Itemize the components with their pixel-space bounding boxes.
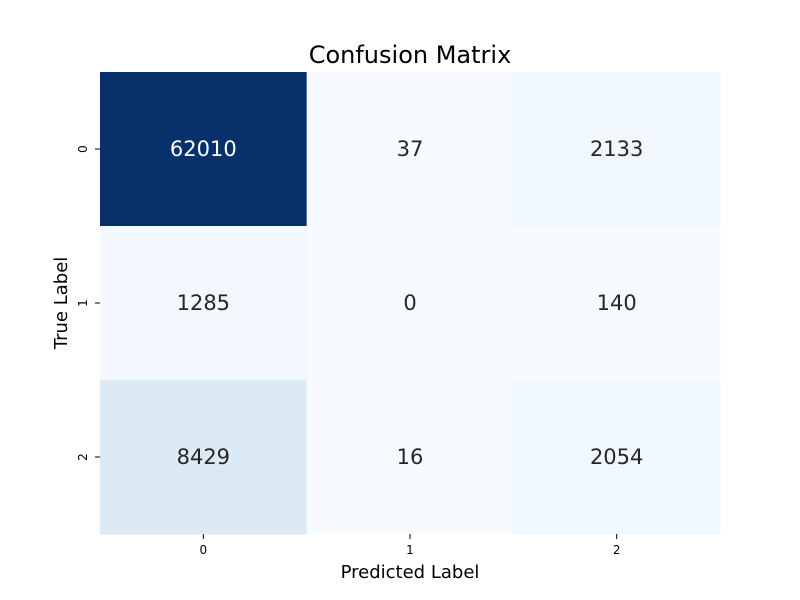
- cell-value-1-2: 140: [597, 291, 637, 315]
- cell-value-0-2: 2133: [590, 137, 643, 161]
- cell-value-2-2: 2054: [590, 445, 643, 469]
- heatmap-cell-1-1: [306, 226, 514, 381]
- heatmap-cell-2-2: [513, 380, 721, 535]
- x-tick-label-2: 2: [613, 543, 621, 557]
- cell-value-0-1: 37: [397, 137, 424, 161]
- x-axis-label: Predicted Label: [341, 562, 480, 583]
- chart-title: Confusion Matrix: [309, 41, 512, 69]
- cell-value-2-0: 8429: [177, 445, 230, 469]
- cell-value-1-1: 0: [403, 291, 416, 315]
- heatmap-cell-1-2: [513, 226, 721, 381]
- y-axis-ticks: 0 1 2: [76, 145, 100, 461]
- y-axis-label: True Label: [51, 257, 72, 351]
- heatmap-cell-0-1: [306, 72, 514, 227]
- x-axis-ticks: 0 1 2: [200, 534, 621, 557]
- y-tick-label-1: 1: [76, 299, 90, 307]
- cell-annotations: 62010 37 2133 1285 0 140 8429 16 2054: [170, 137, 643, 469]
- x-tick-label-1: 1: [406, 543, 414, 557]
- y-tick-label-0: 0: [76, 145, 90, 153]
- heatmap-cells: [100, 72, 721, 535]
- heatmap-cell-2-1: [306, 380, 514, 535]
- heatmap-cell-2-0: [100, 380, 308, 535]
- heatmap-cell-0-2: [513, 72, 721, 227]
- cell-value-0-0: 62010: [170, 137, 237, 161]
- heatmap-cell-0-0: [100, 72, 308, 227]
- cell-value-2-1: 16: [397, 445, 424, 469]
- y-tick-label-2: 2: [76, 453, 90, 461]
- heatmap-cell-1-0: [100, 226, 308, 381]
- x-tick-label-0: 0: [200, 543, 208, 557]
- cell-value-1-0: 1285: [177, 291, 230, 315]
